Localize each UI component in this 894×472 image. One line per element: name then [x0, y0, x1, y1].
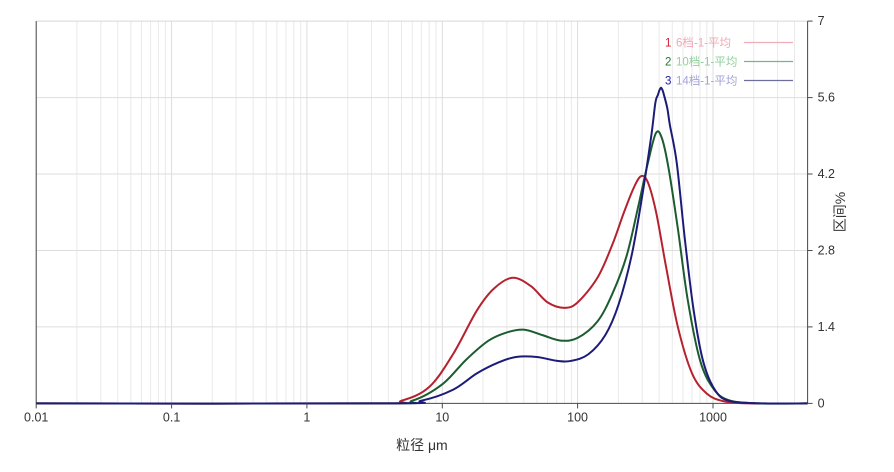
svg-text:2.8: 2.8	[818, 244, 835, 258]
svg-text:10档-1-平均: 10档-1-平均	[676, 55, 737, 69]
svg-text:粒径 μm: 粒径 μm	[396, 437, 448, 453]
svg-text:14档-1-平均: 14档-1-平均	[676, 74, 737, 88]
svg-text:0.01: 0.01	[24, 410, 48, 424]
svg-text:1.4: 1.4	[818, 320, 835, 334]
svg-text:0.1: 0.1	[163, 410, 180, 424]
svg-text:3: 3	[665, 76, 671, 88]
svg-text:6档-1-平均: 6档-1-平均	[676, 36, 731, 50]
svg-text:4.2: 4.2	[818, 167, 835, 181]
svg-text:1: 1	[665, 38, 671, 50]
svg-text:2: 2	[665, 57, 671, 69]
svg-text:1000: 1000	[699, 410, 727, 424]
svg-text:1: 1	[303, 410, 310, 424]
svg-text:10: 10	[435, 410, 449, 424]
svg-text:100: 100	[567, 410, 588, 424]
svg-text:5.6: 5.6	[818, 91, 835, 105]
svg-text:区间%: 区间%	[832, 192, 848, 232]
svg-text:0: 0	[818, 396, 825, 410]
svg-text:7: 7	[818, 14, 825, 28]
